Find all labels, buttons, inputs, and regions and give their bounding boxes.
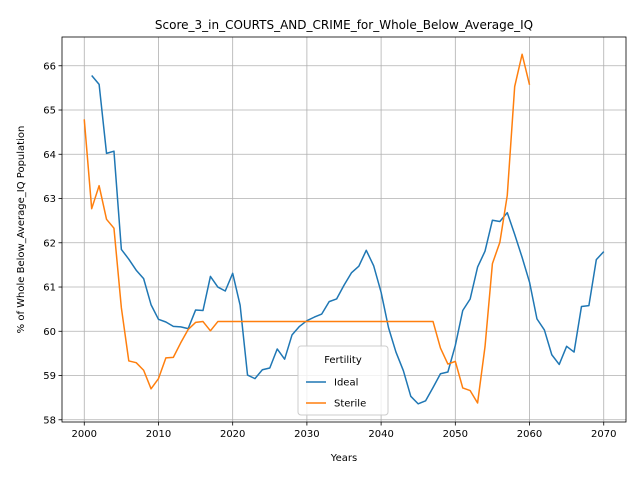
chart-title: Score_3_in_COURTS_AND_CRIME_for_Whole_Be… xyxy=(155,18,533,32)
series-line-ideal xyxy=(91,75,605,405)
x-axis-label: Years xyxy=(330,453,357,464)
x-tick-label: 2020 xyxy=(220,429,245,440)
legend-title: Fertility xyxy=(324,355,362,366)
legend-label-sterile: Sterile xyxy=(334,399,366,410)
legend: Fertility Ideal Sterile xyxy=(297,345,389,416)
y-tick-label: 66 xyxy=(43,61,56,72)
y-tick-label: 58 xyxy=(43,415,56,426)
y-axis-label: % of Whole Below_Average_IQ Population xyxy=(16,126,27,334)
legend-label-ideal: Ideal xyxy=(334,378,358,389)
x-tick-label: 2030 xyxy=(294,429,319,440)
x-tick-label: 2050 xyxy=(443,429,468,440)
y-tick-label: 60 xyxy=(43,327,56,338)
y-tick-label: 64 xyxy=(43,150,56,161)
series-lines xyxy=(83,53,605,405)
y-axis: 58 59 60 61 62 63 64 65 66 xyxy=(43,61,62,426)
y-tick-label: 62 xyxy=(43,238,56,249)
y-tick-label: 61 xyxy=(43,283,56,294)
x-tick-label: 2040 xyxy=(368,429,393,440)
series-line-sterile xyxy=(83,53,531,404)
y-tick-label: 63 xyxy=(43,194,56,205)
legend-box xyxy=(297,345,389,416)
x-tick-label: 2010 xyxy=(146,429,171,440)
x-tick-label: 2000 xyxy=(72,429,97,440)
x-axis: 2000 2010 2020 2030 2040 2050 2060 2070 xyxy=(72,422,616,440)
plot-frame xyxy=(61,36,627,423)
x-tick-label: 2060 xyxy=(517,429,542,440)
x-tick-label: 2070 xyxy=(591,429,616,440)
y-tick-label: 59 xyxy=(43,371,56,382)
y-tick-label: 65 xyxy=(43,106,56,117)
